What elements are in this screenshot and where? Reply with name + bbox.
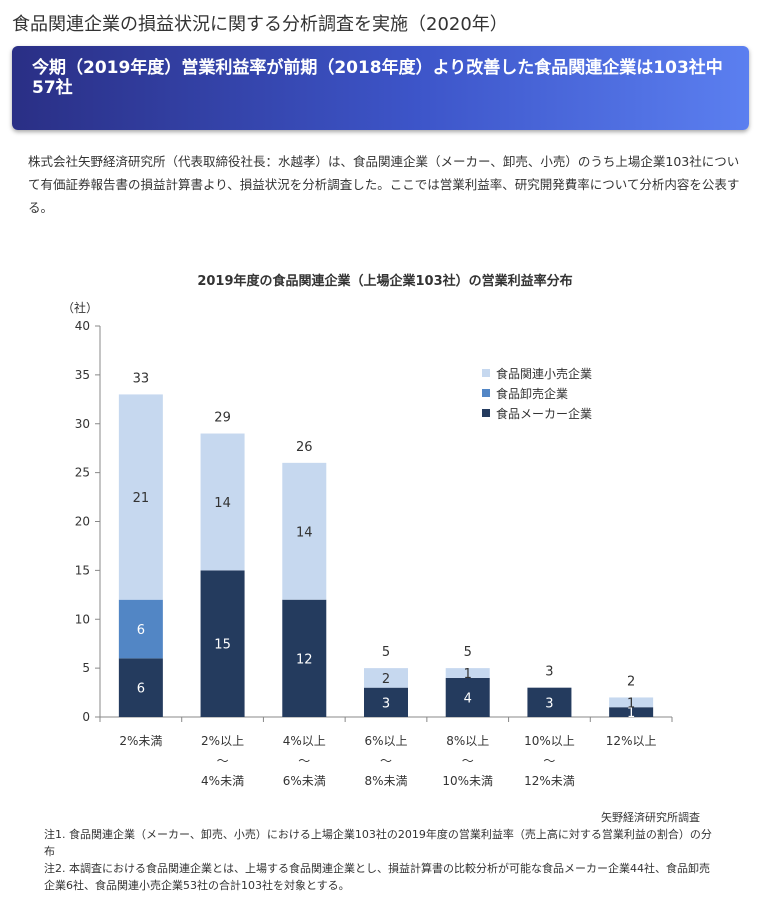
bar-segment <box>445 677 490 717</box>
data-label: 12 <box>296 652 313 667</box>
bar-segment <box>609 697 654 708</box>
y-tick-label: 15 <box>75 563 90 577</box>
note-1: 注1. 食品関連企業（メーカー、卸売、小売）における上場企業103社の2019年… <box>44 828 712 858</box>
x-tick-label: 6%未満 <box>283 774 326 788</box>
y-tick-label: 35 <box>75 368 90 382</box>
y-tick-label: 40 <box>75 319 90 333</box>
x-tick-label: 12%以上 <box>606 734 657 748</box>
data-label: 1 <box>627 696 635 711</box>
data-label: 1 <box>464 667 472 682</box>
intro-text: 株式会社矢野経済研究所（代表取締役社長：水越孝）は、食品関連企業（メーカー、卸売… <box>28 154 740 215</box>
source-credit: 矢野経済研究所調査 <box>601 811 700 824</box>
bar-segment <box>609 707 654 717</box>
data-label: 3 <box>382 696 390 711</box>
data-label: 14 <box>296 525 313 540</box>
bar-chart: （社）05101520253035406621332%未満1514292%以上～… <box>62 300 673 788</box>
x-tick-label: 10%以上 <box>524 734 575 748</box>
x-tick-label: ～ <box>380 754 392 768</box>
data-label: 6 <box>137 623 145 638</box>
notes: 注1. 食品関連企業（メーカー、卸売、小売）における上場企業103社の2019年… <box>44 826 714 894</box>
bar-segment <box>282 462 327 600</box>
data-label: 21 <box>133 491 150 506</box>
legend-swatch <box>482 409 490 417</box>
x-tick-label: ～ <box>543 754 555 768</box>
x-tick-label: ～ <box>298 754 310 768</box>
x-tick-label: 8%以上 <box>446 734 489 748</box>
legend-label: 食品関連小売企業 <box>496 366 592 381</box>
bar-segment <box>118 394 163 600</box>
y-tick-label: 20 <box>75 515 90 529</box>
chart-title: 2019年度の食品関連企業（上場企業103社）の営業利益率分布 <box>197 274 573 289</box>
x-tick-label: ～ <box>462 754 474 768</box>
x-tick-label: 4%以上 <box>283 734 326 748</box>
data-label: 14 <box>214 496 231 511</box>
x-tick-label: 12%未満 <box>524 774 575 788</box>
legend-label: 食品卸売企業 <box>496 386 568 401</box>
bar-segment <box>118 599 163 659</box>
y-tick-label: 30 <box>75 417 90 431</box>
total-label: 26 <box>296 440 313 455</box>
legend-label: 食品メーカー企業 <box>496 406 592 421</box>
x-tick-label: 8%未満 <box>364 774 407 788</box>
y-tick-label: 0 <box>82 710 90 724</box>
headline-banner: 今期（2019年度）営業利益率が前期（2018年度）より改善した食品関連企業は1… <box>12 46 749 130</box>
bar-segment <box>282 599 327 717</box>
total-label: 29 <box>214 411 231 426</box>
total-label: 2 <box>627 674 635 689</box>
note-2: 注2. 本調査における食品関連企業とは、上場する食品関連企業とし、損益計算書の比… <box>44 862 710 892</box>
bar-segment <box>200 433 245 571</box>
x-tick-label: 6%以上 <box>364 734 407 748</box>
total-label: 5 <box>382 645 390 660</box>
data-label: 6 <box>137 682 145 697</box>
total-label: 5 <box>464 645 472 660</box>
x-tick-label: 2%未満 <box>119 734 162 748</box>
x-tick-label: 10%未満 <box>442 774 493 788</box>
page-title: 食品関連企業の損益状況に関する分析調査を実施（2020年） <box>12 14 508 35</box>
y-tick-label: 5 <box>82 661 90 675</box>
legend-swatch <box>482 389 490 397</box>
bar-segment <box>200 570 245 717</box>
y-tick-label: 10 <box>75 612 90 626</box>
x-tick-label: ～ <box>217 754 229 768</box>
total-label: 33 <box>133 371 150 386</box>
data-label: 3 <box>545 696 553 711</box>
y-tick-label: 25 <box>75 466 90 480</box>
x-tick-label: 4%未満 <box>201 774 244 788</box>
bar-segment <box>118 658 163 717</box>
data-label: 1 <box>627 706 635 721</box>
total-label: 3 <box>545 665 553 680</box>
x-tick-label: 2%以上 <box>201 734 244 748</box>
bar-segment <box>445 668 490 678</box>
data-label: 2 <box>382 672 390 687</box>
y-axis-label: （社） <box>62 300 98 315</box>
data-label: 15 <box>214 638 231 653</box>
bar-segment <box>527 687 572 717</box>
bar-segment <box>364 668 408 688</box>
data-label: 4 <box>464 691 472 706</box>
bar-segment <box>364 687 408 717</box>
legend-swatch <box>482 369 490 377</box>
